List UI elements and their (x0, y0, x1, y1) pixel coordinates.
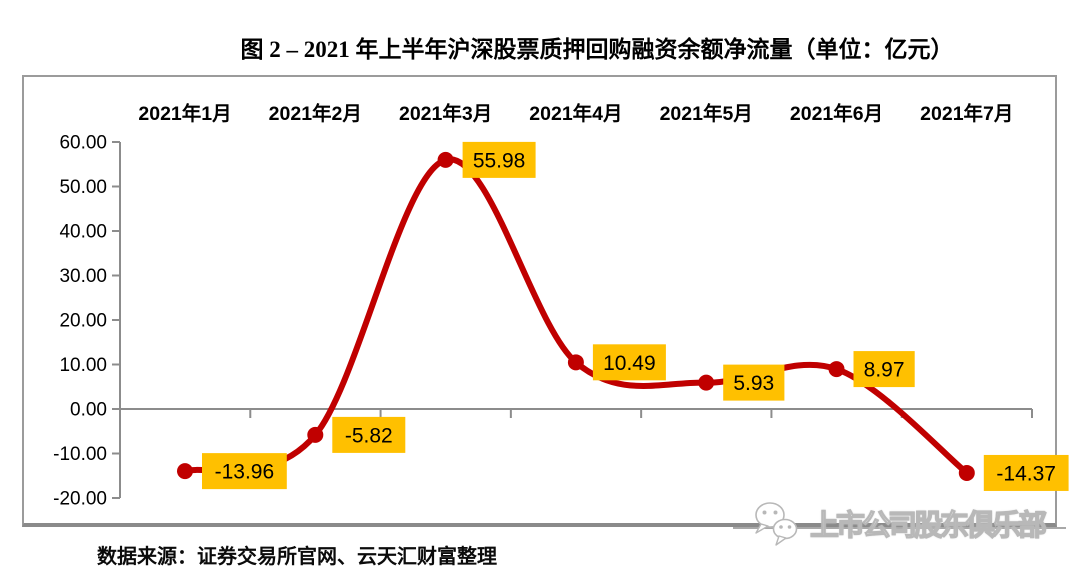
data-label-box (983, 454, 1069, 491)
y-tick-label: -10.00 (53, 444, 107, 465)
data-point-marker (828, 361, 845, 378)
data-label: 5.93 (733, 372, 774, 395)
y-tick-label: 50.00 (59, 177, 107, 198)
source-note: 数据来源：证券交易所官网、云天汇财富整理 (97, 546, 497, 568)
x-tick-label: 2021年5月 (660, 102, 753, 125)
data-label: -14.37 (996, 462, 1056, 485)
data-point-marker (437, 151, 454, 168)
data-point-marker (698, 374, 715, 391)
y-tick-label: 0.00 (70, 400, 107, 421)
data-label: 8.97 (864, 359, 905, 382)
data-point-marker (958, 464, 975, 481)
x-tick-label: 2021年1月 (138, 102, 231, 125)
chart-title: 图 2 – 2021 年上半年沪深股票质押回购融资余额净流量（单位：亿元） (240, 37, 954, 62)
x-tick-label: 2021年2月 (269, 102, 362, 125)
data-label-box (592, 344, 666, 381)
data-point-marker (177, 463, 193, 480)
data-label-box (723, 364, 785, 401)
x-tick-label: 2021年4月 (529, 102, 622, 125)
data-label-box (462, 141, 536, 178)
x-tick-label: 2021年7月 (920, 102, 1013, 125)
y-tick-label: 60.00 (59, 133, 107, 154)
data-label: 55.98 (473, 149, 526, 172)
data-point-marker (307, 426, 324, 443)
y-tick-label: 40.00 (59, 222, 107, 243)
data-label: -5.82 (345, 424, 393, 447)
plot-area-border (22, 75, 1057, 527)
data-point-marker (567, 354, 584, 371)
data-label: 10.49 (603, 352, 656, 375)
data-label-box (202, 453, 287, 490)
x-tick-label: 2021年3月 (399, 102, 492, 125)
y-tick-label: 20.00 (59, 311, 107, 332)
y-tick-label: 30.00 (59, 266, 107, 287)
x-tick-label: 2021年6月 (790, 102, 883, 125)
data-label-box (332, 416, 406, 453)
series-line (182, 156, 970, 476)
y-tick-label: 10.00 (59, 355, 107, 376)
data-label-box (853, 351, 915, 388)
data-label: -13.96 (215, 461, 275, 484)
y-tick-label: -20.00 (53, 489, 107, 510)
